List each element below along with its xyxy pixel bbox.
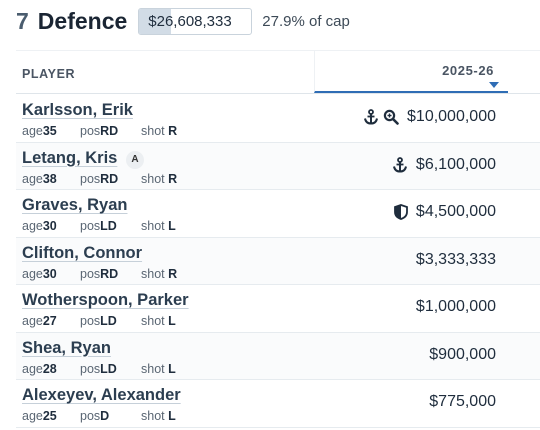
- player-age: age27: [22, 314, 57, 328]
- player-age: age30: [22, 219, 57, 233]
- player-row: Alexeyev, Alexander age25 posD shot L $775,0…: [16, 380, 540, 428]
- player-age: age38: [22, 171, 57, 186]
- player-row: Shea, Ryan age28 posLD shot L $900,000: [16, 332, 540, 380]
- cap-total-value: $26,608,333: [148, 12, 232, 30]
- player-salary: $900,000: [429, 345, 496, 363]
- player-row: Clifton, Connor age30 posRD shot R $3,333,33…: [16, 237, 540, 285]
- player-row: Graves, Ryan age30 posLD shot L $4,500,000: [16, 190, 540, 238]
- player-meta: age27 posLD shot L: [22, 314, 176, 328]
- player-shot: shot R: [141, 171, 178, 186]
- captain-badge: A: [126, 150, 144, 169]
- player-salary: $775,000: [429, 393, 496, 410]
- player-row: Wotherspoon, Parker age27 posLD shot L $1,00…: [16, 285, 540, 333]
- cap-percentage: 27.9% of cap: [262, 12, 350, 30]
- anchor-icon[interactable]: [363, 109, 379, 125]
- player-name-link[interactable]: Graves, Ryan: [22, 196, 128, 214]
- player-list: Karlsson, Erik age35 posRD shot R $10,000,00…: [16, 95, 540, 428]
- player-shot: shot L: [141, 409, 176, 423]
- player-position: posD: [80, 409, 110, 423]
- contract-icons: [394, 204, 408, 220]
- player-name-link[interactable]: Clifton, Connor: [22, 243, 143, 262]
- cap-usage-fill: [139, 8, 171, 34]
- column-header-season[interactable]: 2025-26: [314, 51, 508, 93]
- player-salary: $4,500,000: [415, 203, 496, 220]
- player-name-link[interactable]: Wotherspoon, Parker: [22, 291, 189, 309]
- player-shot: shot L: [141, 361, 176, 376]
- player-meta: age28 posLD shot L: [22, 362, 176, 376]
- shield-icon[interactable]: [394, 204, 408, 220]
- player-position: posRD: [80, 171, 119, 186]
- player-name-link[interactable]: Karlsson, Erik: [22, 101, 133, 119]
- player-position: posLD: [80, 314, 117, 328]
- player-age: age35: [22, 124, 57, 138]
- section-title: Defence: [37, 7, 128, 34]
- contract-icons: [392, 156, 408, 173]
- column-header-player[interactable]: PLAYER: [22, 67, 76, 81]
- player-shot: shot R: [141, 266, 178, 281]
- section-header: 7 Defence $26,608,333 27.9% of cap: [16, 6, 350, 36]
- contract-icons: [363, 109, 399, 125]
- player-salary: $3,333,333: [415, 250, 496, 268]
- player-name-link[interactable]: Alexeyev, Alexander: [22, 386, 181, 404]
- player-name-link[interactable]: Shea, Ryan: [22, 338, 111, 357]
- player-count: 7: [16, 7, 29, 34]
- player-age: age25: [22, 409, 57, 423]
- player-age: age28: [22, 361, 57, 376]
- cap-total-badge: $26,608,333: [138, 7, 253, 35]
- player-row: Karlsson, Erik age35 posRD shot R $10,000,00…: [16, 95, 540, 143]
- player-meta: age38 posRD shot R: [22, 172, 177, 186]
- column-header-season-label: 2025-26: [442, 63, 494, 78]
- player-meta: age25 posD shot L: [22, 409, 176, 423]
- player-salary: $10,000,000: [407, 108, 496, 125]
- search-icon[interactable]: [383, 109, 399, 125]
- player-meta: age30 posRD shot R: [22, 267, 177, 281]
- player-position: posLD: [80, 361, 117, 376]
- table-header: PLAYER 2025-26: [16, 50, 540, 94]
- player-salary: $6,100,000: [415, 155, 496, 173]
- anchor-icon[interactable]: [392, 156, 408, 173]
- player-meta: age30 posLD shot L: [22, 219, 176, 233]
- player-shot: shot R: [141, 124, 178, 138]
- player-meta: age35 posRD shot R: [22, 124, 177, 138]
- player-name-link[interactable]: Letang, Kris: [22, 148, 118, 167]
- player-salary: $1,000,000: [415, 298, 496, 315]
- sort-desc-icon: [489, 82, 499, 88]
- player-shot: shot L: [141, 314, 176, 328]
- player-age: age30: [22, 266, 57, 281]
- player-shot: shot L: [141, 219, 176, 233]
- player-position: posLD: [80, 219, 117, 233]
- player-position: posRD: [80, 266, 119, 281]
- player-position: posRD: [80, 124, 119, 138]
